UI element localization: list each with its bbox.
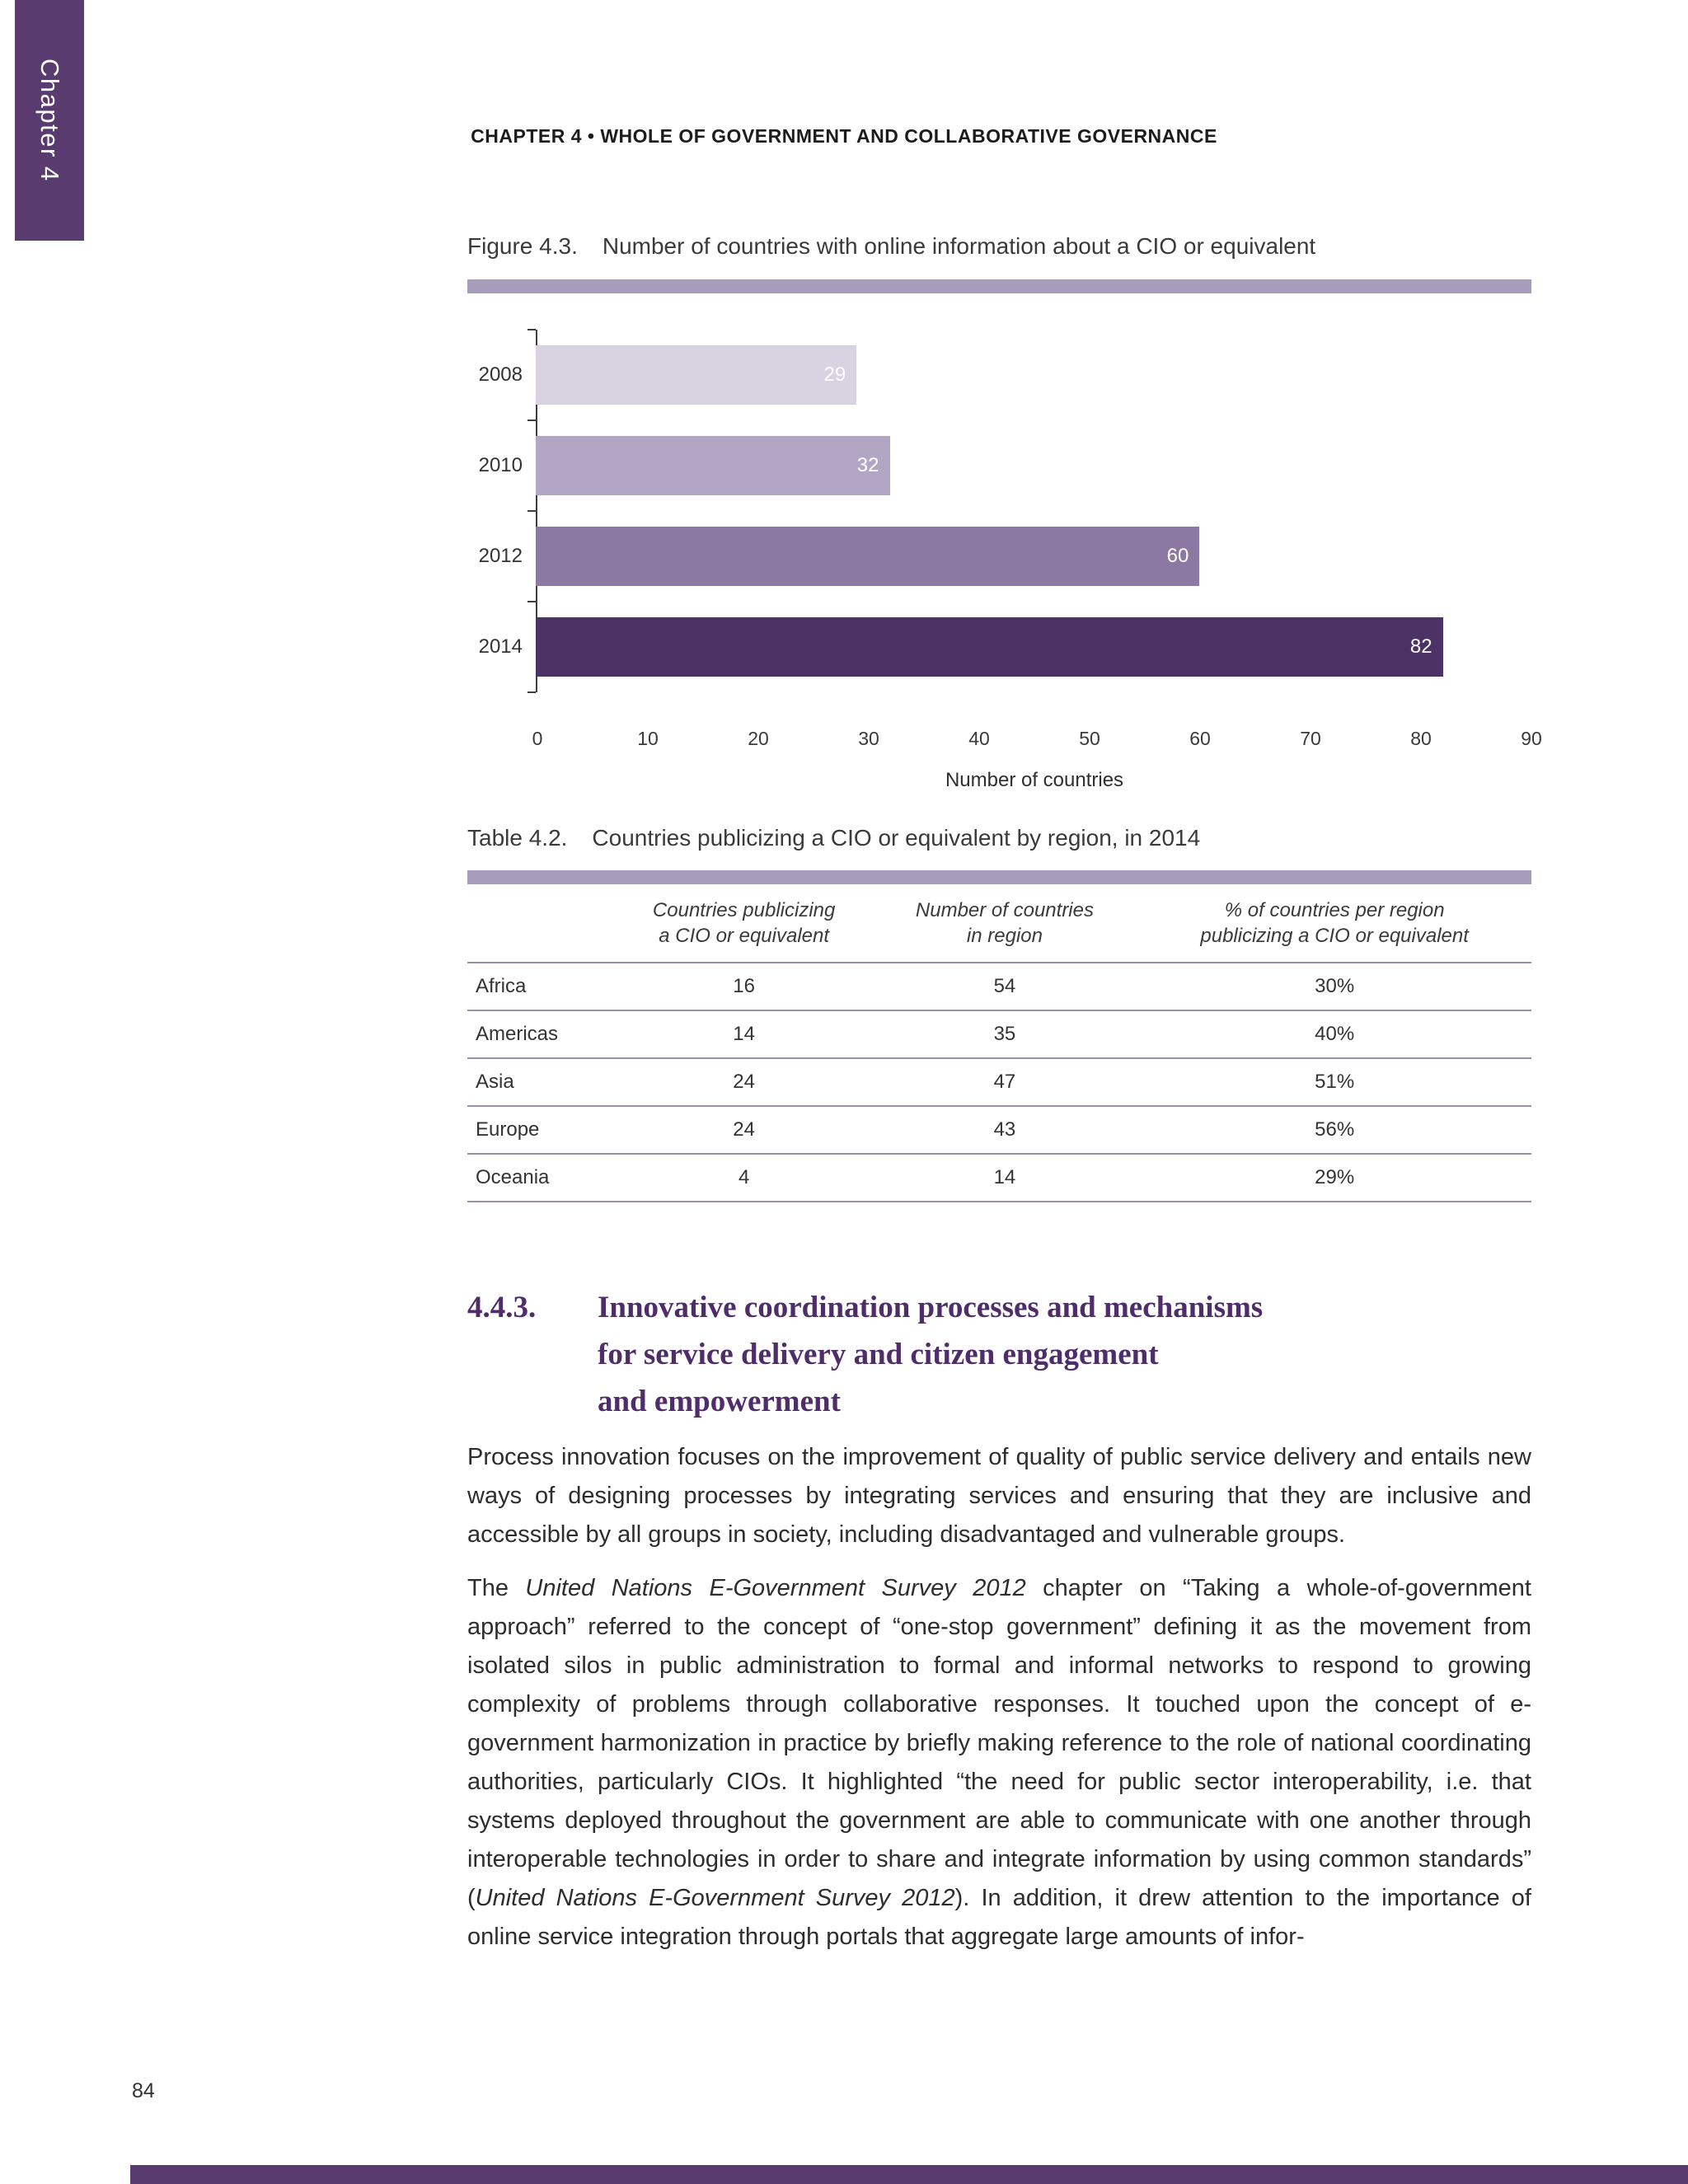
x-axis-tick-label: 20 <box>748 728 769 749</box>
bar-2014: 82 <box>536 617 1443 677</box>
x-axis-tick-label: 60 <box>1189 728 1211 749</box>
region-table: Countries publicizing a CIO or equivalen… <box>467 894 1531 1203</box>
chapter-tab: Chapter 4 <box>15 0 84 241</box>
table-column-header: Countries publicizing a CIO or equivalen… <box>616 894 872 964</box>
region-name: Americas <box>467 1010 617 1060</box>
y-axis-tick-label: 2008 <box>478 363 523 386</box>
table-row: Oceania 4 14 29% <box>467 1154 1531 1203</box>
x-axis-tick-label: 30 <box>858 728 879 749</box>
table-cell: 43 <box>871 1106 1138 1155</box>
table-cell: 56% <box>1137 1106 1531 1155</box>
x-axis-tick-label: 50 <box>1079 728 1100 749</box>
bar-value-label: 32 <box>856 454 879 476</box>
body-paragraph: Process innovation focuses on the improv… <box>467 1444 1531 1548</box>
table-cell: 54 <box>871 963 1138 1012</box>
x-axis-tick-label: 10 <box>637 728 659 749</box>
y-axis-tick-label: 2012 <box>478 545 523 567</box>
table-label: Table 4.2. <box>467 825 568 851</box>
y-axis-tick-label: 2010 <box>478 454 523 476</box>
bar-track: 29 <box>536 345 1531 405</box>
chart-row: 2008 29 <box>467 330 1531 420</box>
y-axis-line <box>536 330 537 692</box>
bar-value-label: 82 <box>1409 635 1432 658</box>
figure-title-rule <box>467 279 1531 293</box>
chart-row: 2014 82 <box>467 602 1531 692</box>
y-axis-tick <box>528 329 536 330</box>
table-cell: 16 <box>616 963 872 1012</box>
y-axis-tick <box>528 691 536 693</box>
table-cell: 4 <box>616 1154 872 1203</box>
table-row: Africa 16 54 30% <box>467 963 1531 1012</box>
body-copy: Process innovation focuses on the improv… <box>467 1438 1531 1957</box>
table-cell: 29% <box>1137 1154 1531 1203</box>
table-cell: 47 <box>871 1058 1138 1108</box>
table-caption: Table 4.2. Countries publicizing a CIO or… <box>467 825 1531 851</box>
x-axis-tick-label: 70 <box>1300 728 1321 749</box>
chart-row: 2012 60 <box>467 511 1531 602</box>
section-heading: 4.4.3. Innovative coordination processes… <box>467 1284 1531 1425</box>
x-axis-tick-label: 80 <box>1410 728 1432 749</box>
table-row: Americas 14 35 40% <box>467 1010 1531 1060</box>
y-axis-tick <box>528 601 536 602</box>
x-axis-tick-label: 0 <box>532 728 543 749</box>
table-cell: 51% <box>1137 1058 1531 1108</box>
x-axis-tick-labels: 0 10 20 30 40 50 60 70 80 90 <box>532 728 1542 754</box>
figure-title: Number of countries with online informat… <box>602 233 1316 259</box>
y-axis-tick-label: 2014 <box>478 635 523 658</box>
table-column-header: Number of countries in region <box>871 894 1138 964</box>
region-name: Oceania <box>467 1154 617 1203</box>
region-name: Asia <box>467 1058 617 1108</box>
region-column-header <box>467 894 617 964</box>
bar-track: 60 <box>536 527 1531 586</box>
bar-value-label: 60 <box>1166 545 1189 567</box>
region-name: Europe <box>467 1106 617 1155</box>
table-cell: 24 <box>616 1058 872 1108</box>
table-body: Africa 16 54 30% Americas 14 35 40% Asia 24 47 51% E… <box>467 963 1531 1203</box>
region-name: Africa <box>467 963 617 1012</box>
chapter-tab-label: Chapter 4 <box>35 59 64 182</box>
y-axis-tick <box>528 510 536 512</box>
running-header: CHAPTER 4 • WHOLE OF GOVERNMENT AND COLL… <box>471 125 1217 147</box>
bar-2012: 60 <box>536 527 1200 586</box>
bar-track: 32 <box>536 436 1531 495</box>
table-cell: 35 <box>871 1010 1138 1060</box>
y-axis-tick <box>528 419 536 421</box>
x-axis-tick-label: 90 <box>1521 728 1542 749</box>
chart-rows: 2008 29 2010 32 2012 60 2014 82 <box>467 330 1531 692</box>
figure-caption: Figure 4.3. Number of countries with onli… <box>467 233 1531 260</box>
bar-track: 82 <box>536 617 1531 677</box>
table-row: Europe 24 43 56% <box>467 1106 1531 1155</box>
table-cell: 30% <box>1137 963 1531 1012</box>
table-column-header: % of countries per region publicizing a … <box>1137 894 1531 964</box>
table-cell: 24 <box>616 1106 872 1155</box>
bar-2010: 32 <box>536 436 890 495</box>
body-paragraph: The United Nations E-Government Survey 2… <box>467 1575 1531 1950</box>
table-cell: 14 <box>871 1154 1138 1203</box>
table-header-row: Countries publicizing a CIO or equivalen… <box>467 894 1531 964</box>
x-axis-tick-label: 40 <box>968 728 990 749</box>
figure-label: Figure 4.3. <box>467 233 578 259</box>
chart-row: 2010 32 <box>467 420 1531 511</box>
table-title-rule <box>467 870 1531 884</box>
table-title: Countries publicizing a CIO or equivalen… <box>592 825 1201 851</box>
section-title: Innovative coordination processes and me… <box>598 1291 1264 1418</box>
page-number: 84 <box>132 2079 155 2102</box>
bar-value-label: 29 <box>823 363 846 386</box>
section-number: 4.4.3. <box>467 1291 537 1324</box>
table-cell: 14 <box>616 1010 872 1060</box>
table-row: Asia 24 47 51% <box>467 1058 1531 1108</box>
table-cell: 40% <box>1137 1010 1531 1060</box>
x-axis-title: Number of countries <box>945 769 1124 791</box>
bar-2008: 29 <box>536 345 857 405</box>
footer-rule <box>130 2165 1688 2184</box>
bar-chart: 2008 29 2010 32 2012 60 2014 82 0 10 20 30 40 50 60 70… <box>467 317 1542 795</box>
